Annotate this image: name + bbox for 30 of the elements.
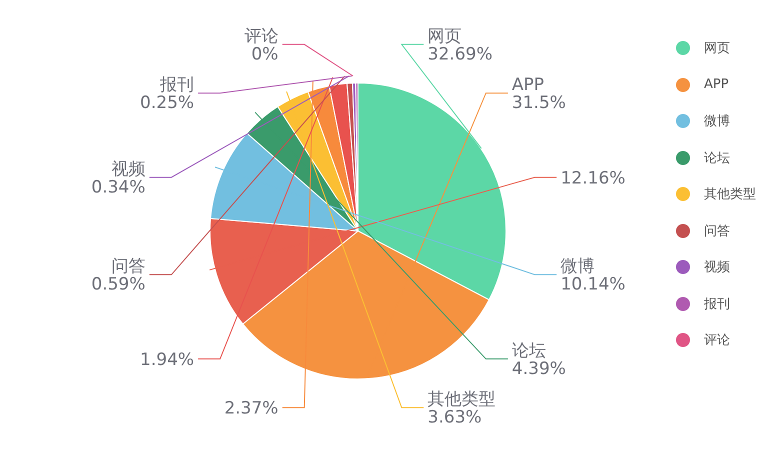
legend-label: APP bbox=[704, 77, 729, 92]
data-label: 10.14% bbox=[560, 274, 626, 295]
legend-label: 问答 bbox=[704, 222, 730, 240]
legend-label: 其他类型 bbox=[704, 186, 756, 204]
slice-label: 论坛 bbox=[512, 340, 546, 361]
legend-label: 论坛 bbox=[704, 150, 730, 167]
data-label: 2.37% bbox=[224, 398, 278, 419]
data-label: 0.34% bbox=[91, 177, 146, 198]
data-label: 31.5% bbox=[512, 93, 566, 114]
legend-label: 评论 bbox=[704, 332, 730, 350]
data-label: 4.39% bbox=[512, 358, 566, 379]
legend-label: 微博 bbox=[704, 113, 730, 130]
data-label: 3.63% bbox=[428, 408, 482, 428]
text: 0% bbox=[251, 44, 278, 64]
data-label: 32.69% bbox=[428, 44, 492, 64]
slice-label: 网页 bbox=[428, 26, 462, 46]
data-label: 0.25% bbox=[140, 93, 194, 114]
slice-label: 微博 bbox=[560, 256, 595, 277]
slice-label: 视频 bbox=[111, 159, 146, 180]
data-label: 0.59% bbox=[91, 274, 146, 295]
slice-label: 问答 bbox=[111, 256, 146, 277]
legend-label: 视频 bbox=[704, 259, 730, 276]
slice-label: 报刊 bbox=[159, 75, 194, 96]
data-label: 1.94% bbox=[140, 350, 194, 370]
slice-label: APP bbox=[512, 75, 544, 96]
slice-label: 其他类型 bbox=[428, 390, 496, 410]
legend-label: 报刊 bbox=[704, 296, 730, 313]
category-label: 评论 bbox=[244, 26, 278, 46]
legend-label: 网页 bbox=[704, 40, 730, 58]
data-label: 12.16% bbox=[560, 168, 626, 188]
